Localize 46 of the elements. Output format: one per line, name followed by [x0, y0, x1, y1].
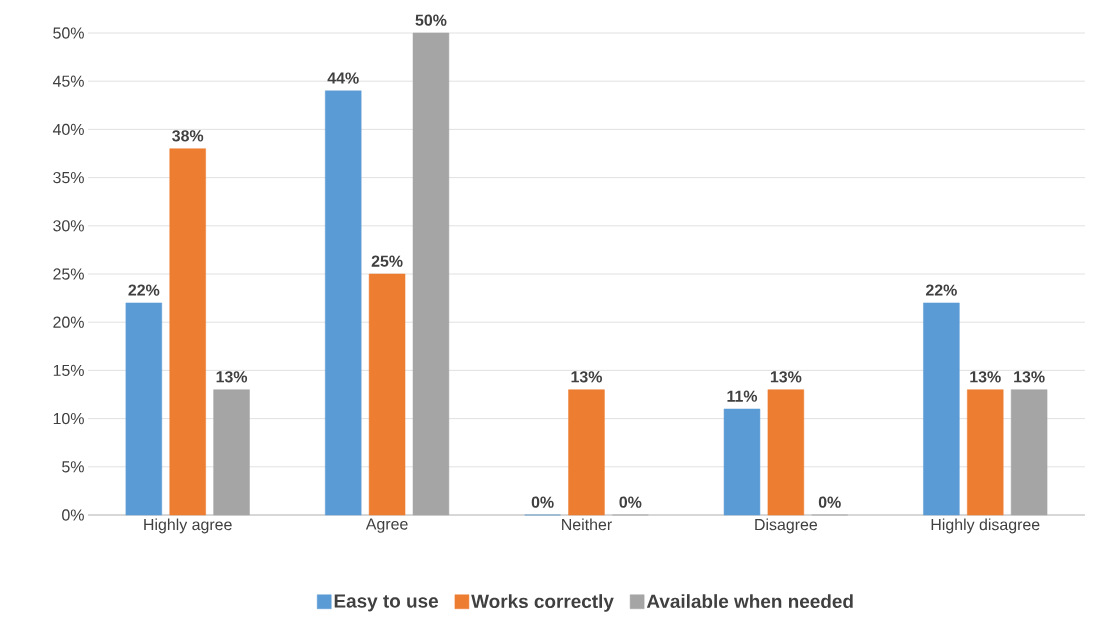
y-tick-label: 40% — [52, 123, 84, 136]
bar — [1010, 389, 1048, 516]
y-tick-label: 25% — [53, 268, 84, 280]
bar — [412, 32, 450, 516]
data-label: 25% — [371, 255, 403, 267]
data-label: 0% — [818, 496, 841, 508]
x-tick-label: Agree — [365, 518, 408, 533]
data-label: 44% — [327, 72, 359, 84]
bar — [568, 389, 605, 516]
data-label: 13% — [970, 371, 1001, 383]
data-label: 11% — [727, 390, 758, 402]
x-tick-label: Highly disagree — [931, 518, 1040, 534]
x-tick-label: Neither — [562, 518, 612, 531]
data-label: 13% — [770, 371, 802, 383]
y-tick-label: 45% — [52, 75, 84, 87]
y-tick-label: 5% — [62, 461, 84, 473]
data-label: 13% — [571, 371, 602, 383]
legend-label: Easy to use — [334, 594, 439, 612]
y-tick-label: 0% — [62, 509, 84, 521]
bar — [368, 273, 406, 516]
legend-label: Works correctly — [471, 594, 614, 612]
y-tick-label: 30% — [53, 220, 84, 232]
bar — [325, 90, 362, 516]
bar — [723, 408, 761, 516]
data-label: 0% — [531, 496, 554, 508]
bar — [169, 148, 206, 516]
bar — [213, 389, 250, 516]
bar — [967, 389, 1004, 516]
bar — [767, 389, 805, 516]
bar — [125, 302, 163, 516]
data-label: 13% — [1014, 371, 1045, 383]
legend-label: Available when needed — [646, 594, 853, 609]
data-label: 13% — [216, 371, 248, 383]
y-tick-label: 50% — [53, 27, 84, 39]
data-label: 22% — [128, 284, 160, 296]
x-tick-label: Disagree — [755, 518, 818, 534]
data-label: 22% — [925, 284, 957, 296]
y-tick-label: 20% — [53, 316, 84, 328]
x-tick-label: Highly agree — [144, 518, 232, 534]
y-tick-label: 15% — [53, 364, 84, 377]
y-tick-label: 10% — [53, 412, 84, 425]
data-label: 0% — [619, 496, 642, 508]
data-label: 50% — [415, 14, 447, 26]
y-tick-label: 35% — [53, 171, 84, 184]
data-label: 38% — [172, 130, 204, 142]
bar — [923, 302, 960, 516]
